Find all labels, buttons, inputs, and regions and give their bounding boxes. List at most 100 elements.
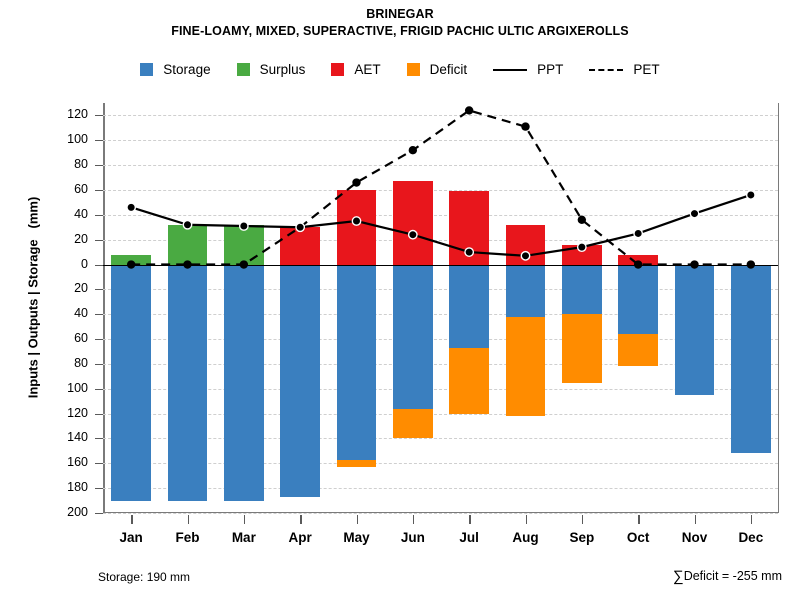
y-tick-mark [95, 513, 104, 514]
x-tick-label-jul: Jul [459, 530, 479, 545]
x-tick-mark [750, 515, 753, 524]
x-tick-mark [581, 515, 584, 524]
y-tick-label: 80 [74, 157, 88, 172]
gridline [103, 339, 778, 341]
bar-aet-may [336, 189, 377, 265]
plot-area [103, 103, 779, 514]
x-tick-mark [131, 515, 133, 524]
bar-deficit-sep [562, 314, 602, 383]
bar-deficit-aug [505, 316, 546, 417]
y-tick-mark [95, 289, 104, 291]
ppt-marker-oct [633, 228, 644, 239]
y-tick-label: 120 [67, 107, 88, 122]
x-tick-mark [638, 515, 640, 524]
deficit-footnote: ∑Deficit = -255 mm [673, 568, 782, 585]
x-tick-label-feb: Feb [175, 530, 200, 545]
y-tick-mark [95, 463, 104, 465]
legend-item-storage[interactable]: Storage [140, 62, 211, 77]
y-tick-label: 120 [67, 405, 88, 420]
legend-item-deficit[interactable]: Deficit [406, 62, 468, 77]
x-tick-mark [694, 515, 697, 524]
gridline [103, 388, 778, 390]
gridline [103, 140, 778, 142]
x-tick-label-may: May [343, 530, 370, 545]
bar-aet-jul [449, 191, 489, 265]
y-tick-label: 20 [74, 231, 88, 246]
bar-aet-apr [280, 227, 320, 265]
bar-surplus-jan [111, 254, 151, 265]
y-tick-mark [95, 413, 104, 415]
y-tick-mark [95, 264, 104, 266]
y-tick-label: 20 [74, 281, 88, 296]
legend-item-ppt[interactable]: PPT [493, 62, 563, 77]
bar-storage-feb [167, 264, 208, 501]
pet-marker-sep [577, 215, 587, 224]
x-tick-label-nov: Nov [681, 530, 708, 545]
y-tick-label: 100 [67, 380, 88, 395]
y-tick-label: 140 [67, 430, 88, 445]
x-tick-label-sep: Sep [569, 530, 595, 545]
gridline [103, 289, 778, 291]
legend-label-surplus: Surplus [259, 62, 306, 77]
legend-item-surplus[interactable]: Surplus [236, 62, 306, 77]
bar-deficit-oct [618, 334, 658, 367]
bar-deficit-jun [393, 408, 433, 439]
legend-line-ppt-icon [493, 63, 528, 76]
y-tick-mark [95, 488, 104, 490]
chart-legend: Storage Surplus AET Deficit PPT PET [0, 62, 800, 77]
legend-item-aet[interactable]: AET [331, 62, 381, 77]
legend-swatch-storage-icon [140, 63, 154, 76]
y-tick-mark [95, 363, 104, 365]
chart-title: BRINEGAR FINE-LOAMY, MIXED, SUPERACTIVE,… [0, 6, 800, 40]
y-tick-label: 40 [74, 306, 88, 321]
gridline [103, 513, 778, 514]
gridline [103, 214, 778, 216]
pet-marker-may [352, 178, 361, 187]
pet-marker-aug [521, 122, 530, 131]
legend-label-pet: PET [633, 62, 660, 77]
gridline [103, 463, 778, 465]
legend-swatch-surplus-icon [236, 63, 250, 76]
ppt-marker-dec [745, 190, 756, 200]
bar-storage-jun [393, 264, 433, 409]
ppt-marker-nov [689, 208, 700, 219]
y-tick-mark [95, 165, 104, 167]
bar-storage-nov [674, 264, 715, 395]
gridline [103, 438, 778, 440]
legend-line-pet-icon [589, 63, 624, 76]
pet-marker-jun [408, 146, 418, 155]
x-tick-mark [356, 515, 359, 524]
bar-aet-aug [505, 224, 546, 265]
y-tick-label: 160 [67, 455, 88, 470]
y-tick-mark [95, 239, 104, 241]
gridline [103, 165, 778, 167]
bar-deficit-jul [449, 347, 489, 414]
x-tick-mark [243, 515, 246, 524]
y-axis-spine [103, 103, 105, 514]
x-tick-mark [469, 515, 471, 524]
y-tick-label: 200 [67, 505, 88, 519]
legend-swatch-aet-icon [331, 63, 345, 76]
bar-storage-jul [449, 264, 489, 348]
legend-item-pet[interactable]: PET [589, 62, 660, 77]
bar-storage-oct [618, 264, 658, 335]
y-tick-mark [95, 314, 104, 316]
gridline [103, 189, 778, 191]
y-tick-mark [95, 388, 104, 390]
gridline [103, 488, 778, 490]
legend-swatch-deficit-icon [406, 63, 420, 76]
x-tick-label-jan: Jan [119, 530, 143, 545]
gridline [103, 314, 778, 316]
gridline [103, 363, 778, 365]
title-line-secondary: FINE-LOAMY, MIXED, SUPERACTIVE, FRIGID P… [171, 24, 629, 38]
legend-label-deficit: Deficit [429, 62, 468, 77]
storage-footnote: Storage: 190 mm [98, 570, 191, 584]
y-tick-label: 60 [74, 181, 88, 196]
bar-storage-may [336, 264, 377, 460]
bar-storage-sep [562, 264, 602, 315]
bar-surplus-mar [224, 224, 264, 265]
y-tick-mark [95, 189, 104, 191]
x-tick-label-oct: Oct [626, 530, 650, 545]
x-tick-label-jun: Jun [400, 530, 425, 545]
